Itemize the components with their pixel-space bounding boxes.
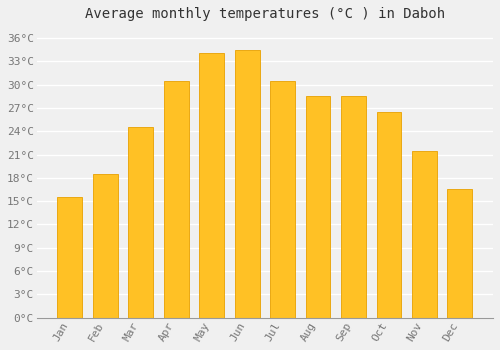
Bar [412,150,437,318]
Bar [235,50,260,318]
Bar [376,112,402,318]
Title: Average monthly temperatures (°C ) in Daboh: Average monthly temperatures (°C ) in Da… [85,7,445,21]
Bar [341,96,366,318]
Bar [270,81,295,318]
Bar [93,174,118,318]
Bar [128,127,153,318]
Bar [58,197,82,318]
Bar [306,96,330,318]
Bar [448,189,472,318]
Bar [200,54,224,318]
Bar [164,81,188,318]
